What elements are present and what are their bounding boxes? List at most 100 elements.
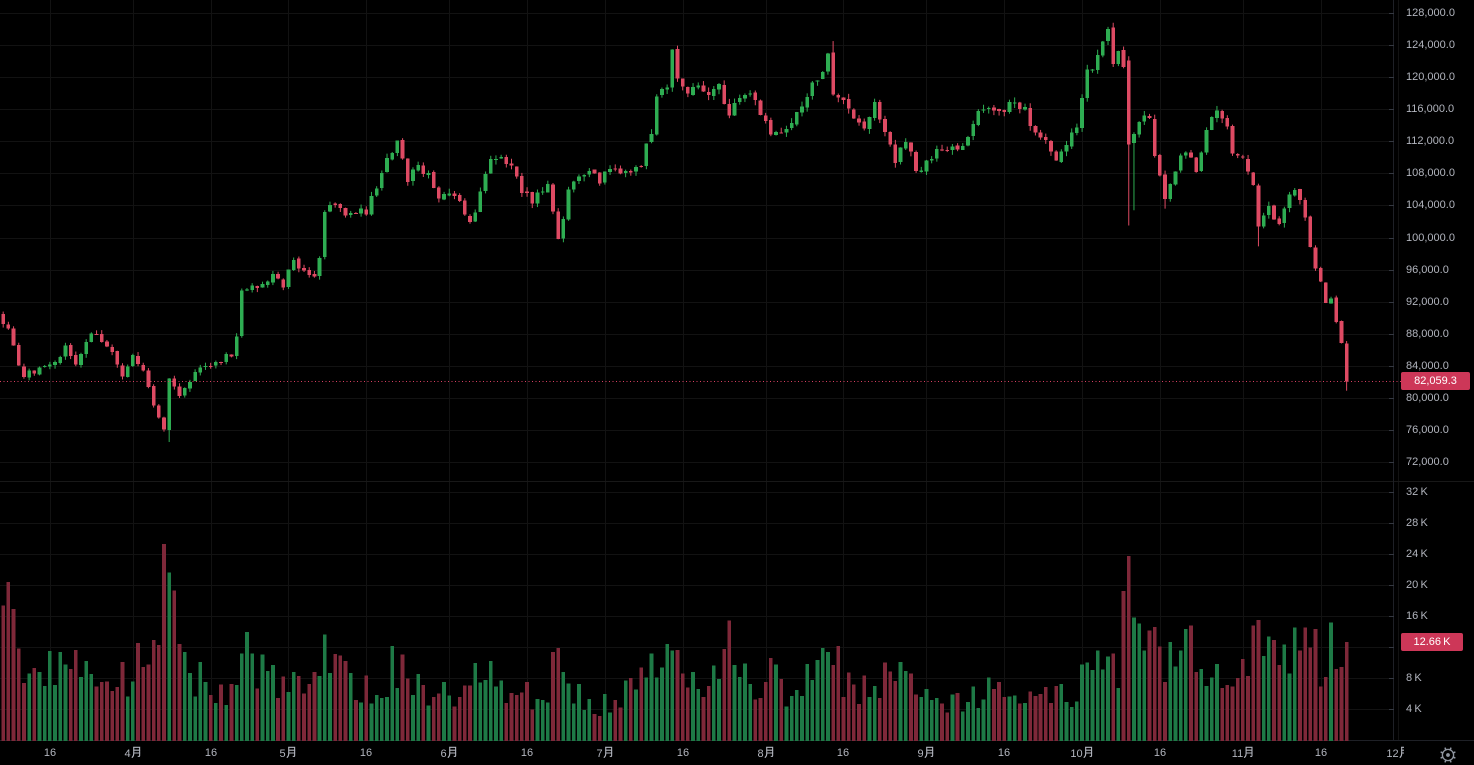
candle-body [32, 370, 37, 374]
volume-bar [442, 681, 446, 741]
volume-bar [711, 665, 716, 741]
volume-bar [831, 665, 835, 741]
volume-bar [665, 643, 669, 741]
volume-bar [177, 643, 182, 741]
volume-bar [1215, 663, 1219, 741]
candle-body [1075, 127, 1079, 133]
chart-canvas[interactable] [0, 0, 1474, 741]
candle-body [800, 106, 804, 113]
candle-body [125, 366, 130, 377]
volume-bar [1007, 696, 1012, 741]
candle-body [1339, 320, 1344, 343]
candle-body [903, 142, 908, 149]
candle-body [333, 203, 338, 205]
candle-body [79, 353, 83, 365]
candle-body [1298, 189, 1302, 201]
volume-bar [328, 672, 332, 741]
time-axis[interactable]: 16 4 16 5 16 6 16 7 16 8 16 9 16 10 16 11 16 12 [0, 741, 1404, 765]
volume-bar [343, 660, 348, 741]
candle-body [603, 171, 607, 183]
cjk-month-glyph [447, 746, 457, 758]
candle-body [405, 158, 410, 183]
candle-body [883, 119, 887, 132]
volume-bar [63, 664, 68, 741]
volume-bar [94, 686, 99, 741]
volume-bar [810, 680, 815, 741]
candle-body [509, 163, 514, 166]
candle-body [239, 290, 244, 336]
volume-bar [950, 694, 955, 741]
volume-bar [743, 663, 747, 741]
candle-body [1028, 107, 1033, 126]
volume-bar [955, 693, 960, 741]
candle-body [1292, 190, 1297, 196]
candle-body [1017, 102, 1022, 109]
volume-bar [634, 689, 638, 741]
volume-bar [909, 673, 913, 741]
volume-bar [1318, 686, 1323, 741]
candle-body [1038, 132, 1043, 138]
candle-body [1, 314, 6, 325]
candle-body [120, 365, 125, 377]
time-tick-label: 10 [1070, 746, 1093, 761]
candle-body [1225, 117, 1230, 127]
cjk-month-glyph [603, 746, 613, 758]
volume-bar [1199, 669, 1204, 741]
volume-bar [815, 660, 820, 741]
candle-body [447, 193, 452, 196]
candle-body [649, 133, 654, 143]
candle-body [872, 101, 877, 118]
candle-body [1194, 157, 1199, 173]
candle-body [177, 386, 182, 397]
candle-body [836, 94, 841, 98]
volume-bar [457, 696, 462, 741]
candle-body [971, 124, 976, 136]
candle-body [58, 357, 63, 363]
candle-body [540, 191, 545, 193]
candle-body [416, 164, 420, 171]
volume-bar [188, 673, 192, 741]
candle-body [758, 100, 763, 116]
candle-body [291, 259, 296, 271]
volume-bar [1344, 641, 1349, 741]
volume-bar [654, 677, 659, 741]
candle-body [1199, 152, 1204, 171]
candle-body [89, 333, 94, 342]
volume-bar [857, 704, 861, 741]
time-tick-label: 16 [359, 747, 373, 759]
volume-bar [903, 671, 908, 741]
volume-bar [976, 707, 981, 741]
candle-body [1064, 145, 1069, 152]
candle-body [986, 107, 991, 109]
candle-body [442, 194, 446, 200]
candle-body [1090, 69, 1095, 71]
candle-body [644, 143, 649, 167]
volume-bar [1308, 647, 1313, 741]
volume-bar [1256, 619, 1261, 741]
settings-gear-icon[interactable] [1439, 746, 1457, 764]
candle-body [1007, 101, 1012, 112]
volume-bar [1189, 625, 1193, 741]
volume-bar [312, 672, 317, 741]
candle-body [312, 274, 317, 277]
candle-body [224, 354, 229, 362]
candle-body [711, 89, 716, 97]
volume-bar [1095, 650, 1100, 741]
candle-body [234, 336, 239, 357]
volume-bar [986, 677, 991, 741]
candle-body [618, 168, 623, 174]
volume-bar [307, 683, 312, 741]
candle-body [1012, 102, 1017, 104]
volume-bar [22, 682, 26, 741]
candle-body [820, 71, 825, 80]
volume-bar [302, 693, 306, 741]
volume-bar [929, 699, 934, 741]
volume-bar [182, 652, 187, 741]
volume-bar [618, 707, 623, 741]
volume-bar [1090, 669, 1095, 741]
candle-body [831, 52, 835, 95]
candle-body [805, 96, 810, 108]
candle-body [1100, 41, 1105, 56]
candle-body [208, 366, 213, 368]
candle-body [395, 140, 400, 153]
